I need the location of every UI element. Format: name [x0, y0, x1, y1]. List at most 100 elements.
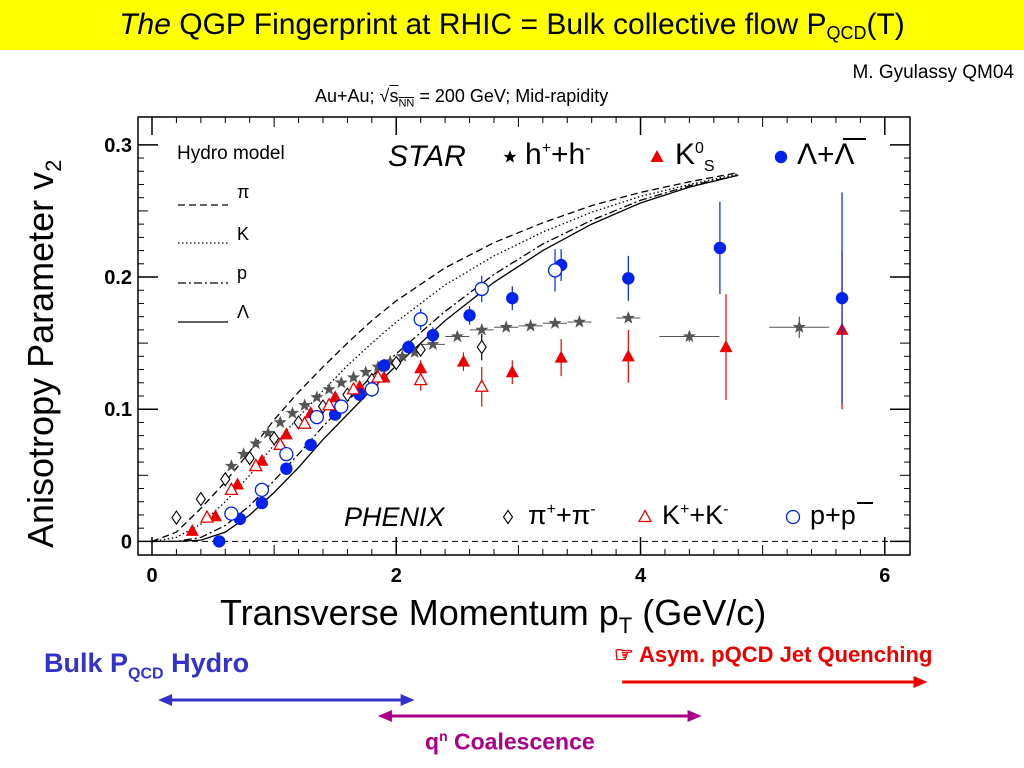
phenix-k-a: K: [662, 500, 681, 530]
kshort-point: [621, 349, 635, 362]
lambda-point: [280, 462, 293, 475]
phenix-kaon-point: [248, 458, 263, 472]
range-arrows: [158, 676, 928, 722]
lambda-point: [402, 340, 415, 354]
slide-title: The QGP Fingerprint at RHIC = Bulk colle…: [0, 0, 1024, 50]
phenix-proton-point: [254, 482, 270, 497]
phenix-pion-point: [502, 509, 514, 525]
x-axis-label-text: Transverse Momentum p: [220, 592, 619, 633]
charged-hadron-point: [395, 349, 409, 362]
lambda-point: [377, 359, 391, 372]
x-axis-label-sub: T: [618, 613, 633, 639]
lambda-point: [713, 241, 727, 255]
hydro-legend-title: Hydro model: [177, 143, 285, 164]
phenix-proton-point: [224, 506, 239, 521]
phenix-k-sup1: +: [680, 501, 690, 518]
phenix-pi-sup1: +: [546, 501, 556, 518]
phenix-pion-point: [391, 355, 402, 371]
charged-hadron-point: [359, 365, 373, 378]
charged-hadron-point: [285, 406, 300, 419]
phenix-kaon-point: [224, 481, 239, 495]
title-italic: The: [119, 8, 171, 41]
lambda-point: [426, 328, 440, 342]
kshort-point: [279, 427, 293, 440]
phenix-kaon-point: [199, 509, 215, 523]
kshort-point: [185, 523, 199, 536]
phenix-kaon-point: [321, 397, 337, 411]
lambda-point: [835, 291, 849, 305]
phenix-kaon-point: [474, 378, 489, 392]
coal-a: q: [425, 728, 440, 755]
phenix-pion-point: [476, 339, 487, 355]
phenix-kaon-point: [297, 415, 312, 429]
lambda-point: [255, 496, 269, 510]
star-h-mid: +h: [551, 138, 586, 171]
x-tick-label: 4: [635, 565, 647, 587]
hydro-legend-p: p: [237, 263, 248, 283]
kshort-point: [505, 365, 519, 378]
star-legend-lambda: Λ+Λ: [797, 138, 855, 171]
charged-hadron-point: [503, 150, 517, 163]
s-symbol: s: [389, 86, 399, 106]
bulk-sub: QCD: [128, 665, 164, 683]
phenix-proton-point: [474, 281, 489, 297]
subtitle-prefix: Au+Au;: [315, 86, 380, 106]
title-sub: QCD: [826, 23, 867, 43]
phenix-pion-point: [171, 510, 182, 526]
charged-hadron-point: [310, 390, 324, 403]
phenix-kaon-point: [413, 372, 428, 386]
title-main: QGP Fingerprint at RHIC = Bulk collectiv…: [179, 8, 827, 41]
x-tick-label: 6: [879, 565, 890, 587]
phenix-pi-a: π: [528, 500, 547, 530]
phenix-proton-point: [334, 399, 349, 414]
y-axis-label: Anisotropy Parameter v2: [20, 160, 67, 548]
phenix-proton-point: [413, 312, 428, 327]
sqrt-symbol: √: [379, 86, 390, 106]
phenix-k-sup2: -: [723, 501, 729, 518]
range-arrow-head: [913, 676, 928, 688]
range-arrow-head: [400, 694, 415, 706]
charged-hadron-point: [682, 329, 696, 343]
phenix-legend-pi: π++π-: [528, 500, 596, 531]
phenix-legend-p: p+p: [810, 500, 856, 530]
phenix-pion-point: [244, 450, 255, 466]
lambda-point: [506, 291, 519, 305]
kshort-point: [328, 390, 342, 403]
charged-hadron-point: [298, 398, 312, 411]
charged-hadron-point: [548, 316, 562, 329]
hydro-legend-lambda: Λ: [237, 302, 250, 322]
hydro-curves: [151, 171, 739, 543]
phenix-pion-point: [195, 491, 207, 507]
jet-quenching-annotation: ☞ Asym. pQCD Jet Quenching: [614, 642, 933, 667]
phenix-proton-point: [547, 263, 563, 278]
charged-hadron-point: [273, 415, 287, 429]
charged-hadron-point: [499, 320, 513, 333]
kshort-point: [650, 150, 664, 162]
star-h-sup1: +: [541, 140, 552, 157]
charged-hadron-point: [450, 329, 464, 343]
kshort-point: [414, 361, 428, 374]
y-axis-label-text: Anisotropy Parameter v: [20, 171, 61, 548]
phenix-pi-sup2: -: [590, 501, 596, 518]
legend-marks: [178, 138, 873, 525]
x-axis-label: Transverse Momentum pT (GeV/c): [220, 592, 766, 639]
sqrt-radicand: sNN: [389, 86, 414, 110]
x-tick-label: 0: [146, 565, 157, 587]
bulk-a: Bulk P: [44, 648, 129, 678]
chart-axes: 0 0.1 0.2 0.3 0 2 4 6: [104, 116, 911, 587]
phenix-pion-point: [415, 342, 426, 358]
charged-hadron-point: [524, 319, 538, 332]
star-h-a: h: [525, 138, 542, 171]
charged-hadron-point: [346, 370, 361, 383]
star-legend-label: STAR: [388, 140, 466, 173]
plot-frame: [137, 116, 911, 556]
y-tick-label: 0: [121, 531, 132, 553]
phenix-proton-point: [364, 382, 379, 397]
y-axis-label-sub: 2: [41, 159, 67, 172]
coal-end: Coalescence: [447, 728, 595, 755]
range-arrow-head: [377, 710, 392, 722]
phenix-proton-point: [309, 409, 325, 425]
phenix-proton-point: [279, 446, 294, 462]
charged-hadron-point: [224, 459, 238, 472]
